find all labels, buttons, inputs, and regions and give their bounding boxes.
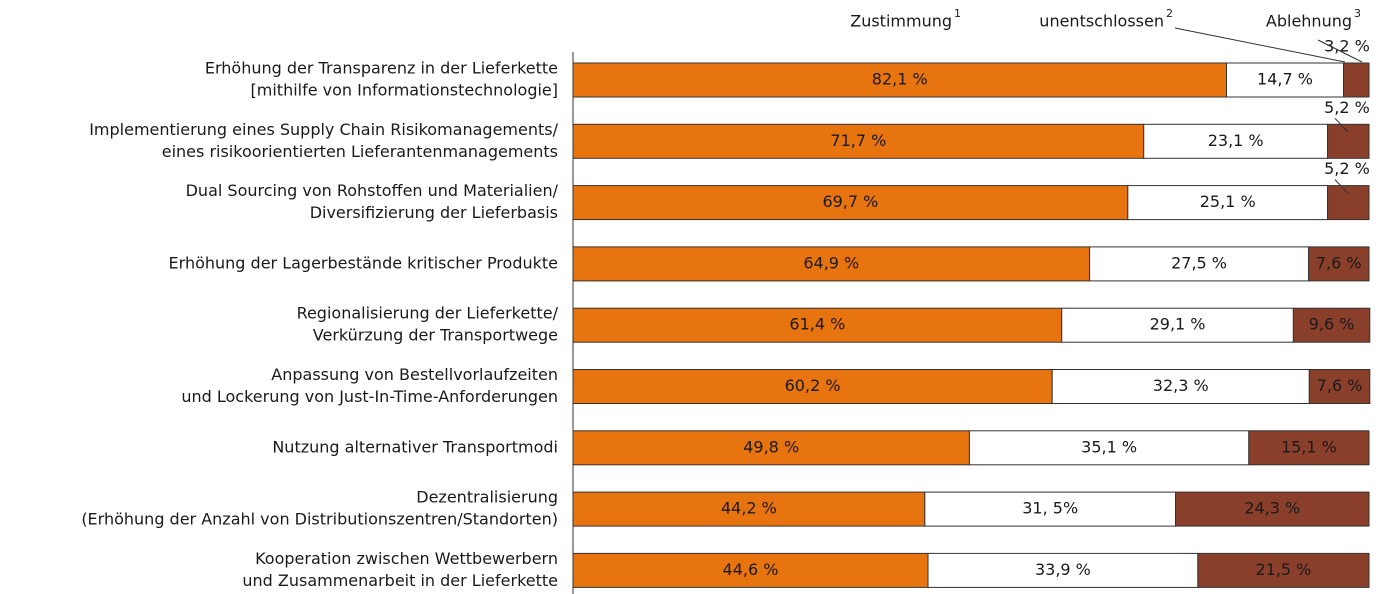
value-label: 31, 5% [1022,499,1078,518]
bar-segment [1061,307,1294,343]
value-label: 5,2 % [1324,159,1370,178]
value-label: 3,2 % [1324,37,1370,56]
bar-segment [1343,62,1370,98]
bar-segment [572,369,1053,404]
label-leader [1334,179,1349,194]
value-label: 33,9 % [1035,560,1091,579]
category-label: Erhöhung der Lagerbestände kritischer Pr… [169,253,558,272]
legend-label: Zustimmung [850,12,952,31]
bar-segment [1308,246,1370,282]
category-label: und Zusammenarbeit in der Lieferkette [242,571,558,590]
value-label: 24,3 % [1244,499,1300,518]
bar-segment [1175,491,1370,527]
value-label: 69,7 % [822,192,878,211]
legend-leader [1317,39,1363,63]
bar-segment [572,62,1228,98]
bar-segment [572,552,929,588]
category-label: Implementierung eines Supply Chain Risik… [89,120,558,139]
value-label: 7,6 % [1317,376,1363,395]
category-label: eines risikoorientierten Lieferantenmana… [162,142,558,161]
bar-segment [924,491,1177,527]
category-label: und Lockerung von Just-In-Time-Anforderu… [181,387,558,406]
category-label: (Erhöhung der Anzahl von Distributionsze… [81,510,558,529]
value-label: 35,1 % [1081,437,1137,456]
legend-label: Ablehnung [1266,12,1352,31]
bar-segment [1327,123,1370,159]
bar-segment [1327,185,1370,221]
bar-segment [1051,369,1310,404]
category-label: Nutzung alternativer Transportmodi [272,437,558,456]
bar-segment [1308,369,1371,404]
value-label: 23,1 % [1208,131,1264,150]
bar-segment [1127,185,1329,221]
category-label: Erhöhung der Transparenz in der Lieferke… [205,59,558,78]
legend-footnote: 1 [954,7,961,20]
category-label: Dual Sourcing von Rohstoffen und Materia… [186,181,559,200]
bar-segment [572,307,1063,343]
category-label: Diversifizierung der Lieferbasis [310,203,558,222]
value-label: 7,6 % [1316,253,1362,272]
category-label: Kooperation zwischen Wettbewerbern [255,549,558,568]
value-label: 44,2 % [721,499,777,518]
category-label: Dezentralisierung [416,488,558,507]
bar-segment [1292,307,1371,343]
category-label: [mithilfe von Informationstechnologie] [251,81,558,100]
value-label: 61,4 % [789,315,845,334]
value-label: 5,2 % [1324,98,1370,117]
value-label: 60,2 % [785,376,841,395]
category-label: Verkürzung der Transportwege [313,326,558,345]
legend-label: unentschlossen [1039,12,1164,31]
value-label: 71,7 % [830,131,886,150]
bar-segment [572,185,1129,221]
legend-leader [1174,27,1346,63]
legend-footnote: 2 [1166,7,1173,20]
value-label: 15,1 % [1281,437,1337,456]
bar-segment [572,123,1145,159]
value-label: 49,8 % [743,437,799,456]
value-label: 9,6 % [1309,315,1355,334]
bar-segment [1197,552,1370,588]
value-label: 29,1 % [1150,315,1206,334]
value-label: 21,5 % [1255,560,1311,579]
value-label: 32,3 % [1153,376,1209,395]
label-leader [1334,117,1349,133]
bar-segment [1248,430,1370,466]
value-label: 25,1 % [1200,192,1256,211]
value-label: 82,1 % [872,70,928,89]
category-label: Anpassung von Bestellvorlaufzeiten [271,365,558,384]
legend-footnote: 3 [1354,7,1361,20]
value-label: 64,9 % [803,253,859,272]
bar-segment [1226,62,1345,98]
category-label: Regionalisierung der Lieferkette/ [297,304,559,323]
bar-segment [1143,123,1329,159]
bar-segment [572,491,926,527]
value-label: 44,6 % [723,560,779,579]
value-label: 14,7 % [1257,70,1313,89]
value-label: 27,5 % [1171,253,1227,272]
